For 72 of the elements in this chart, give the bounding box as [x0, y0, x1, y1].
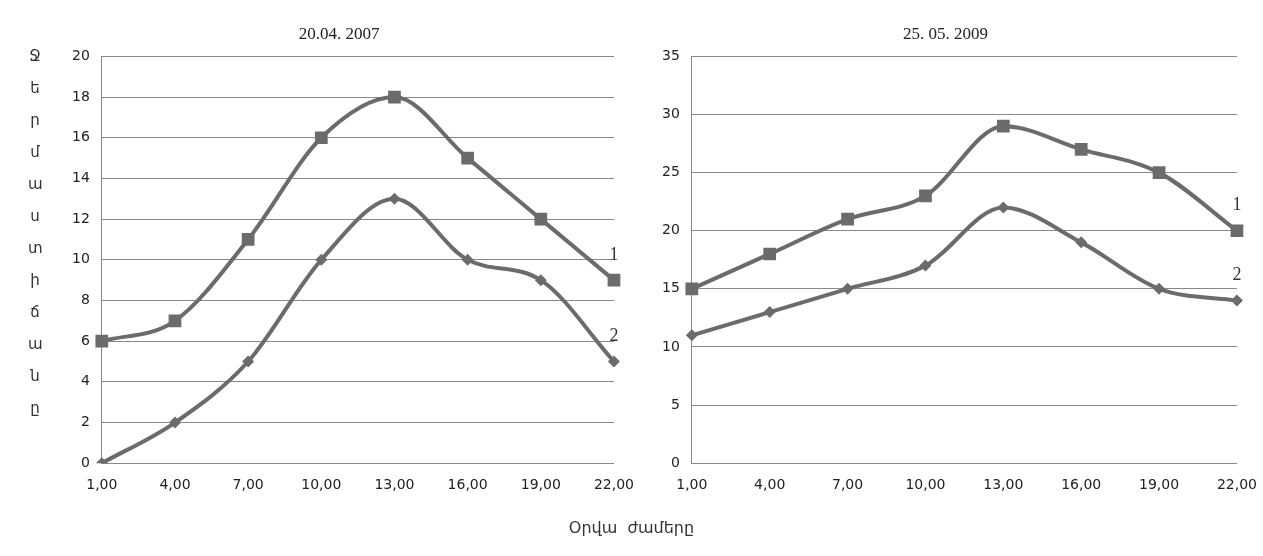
- y-tick-label: 14: [71, 169, 90, 186]
- y-tick-label: 4: [80, 372, 90, 389]
- point: [388, 90, 401, 104]
- x-tick-label: 16,00: [447, 476, 488, 493]
- x-tick-label: 1,00: [676, 476, 708, 493]
- point: [315, 253, 328, 266]
- y-tick-label: 10: [661, 337, 680, 354]
- point: [607, 355, 620, 368]
- y-tick-label: 20: [71, 47, 90, 64]
- point: [95, 334, 109, 348]
- y-tick-label: 18: [71, 87, 90, 104]
- x-tick-label: 19,00: [520, 476, 561, 493]
- y-tick-label: 2: [80, 413, 90, 430]
- point: [996, 119, 1010, 133]
- x-tick-label: 13,00: [983, 476, 1024, 493]
- x-tick-label: 1,00: [86, 476, 118, 493]
- y-tick-label: 6: [80, 331, 90, 348]
- point: [607, 273, 621, 287]
- point: [919, 189, 932, 203]
- point: [242, 355, 255, 368]
- point: [841, 282, 854, 295]
- point: [241, 233, 255, 246]
- x-tick-label: 22,00: [1216, 476, 1258, 493]
- point: [1153, 282, 1166, 295]
- point: [168, 416, 181, 429]
- point: [763, 306, 776, 319]
- y-tick-label: 25: [661, 163, 680, 180]
- x-tick-label: 10,00: [301, 476, 342, 493]
- y-tick-label: 10: [71, 250, 90, 267]
- text: Ջերմաստիճանը: [28, 47, 43, 417]
- y-tick-label: 8: [80, 291, 90, 308]
- x-tick-label: 13,00: [374, 476, 415, 493]
- point: [763, 247, 777, 261]
- series-label: 1: [1232, 194, 1242, 215]
- point: [1075, 236, 1088, 249]
- y-tick-label: 20: [661, 221, 680, 238]
- y-tick-label: 35: [661, 47, 680, 64]
- point: [685, 329, 698, 342]
- y-tick-label: 30: [661, 105, 680, 122]
- series-label: 2: [1232, 264, 1242, 285]
- point: [461, 151, 474, 165]
- y-tick-label: 16: [71, 128, 90, 145]
- point: [919, 259, 932, 272]
- x-tick-label: 19,00: [1139, 476, 1180, 493]
- y-tick-label: 12: [71, 209, 90, 226]
- point: [1074, 143, 1088, 156]
- chart-title: 25. 05. 2009: [903, 23, 988, 43]
- x-axis-title: Օրվա ժամերը: [567, 518, 696, 537]
- y-tick-label: 5: [670, 395, 680, 412]
- point: [1230, 224, 1244, 238]
- x-tick-label: 4,00: [754, 476, 786, 493]
- y-tick-label: 0: [80, 453, 90, 470]
- point: [1152, 166, 1166, 179]
- series-label: 2: [609, 325, 619, 346]
- x-tick-label: 4,00: [159, 476, 191, 493]
- chart-title: 20.04. 2007: [298, 23, 380, 43]
- x-tick-label: 22,00: [593, 476, 635, 493]
- series-label: 1: [609, 243, 619, 264]
- y-tick-label: 15: [661, 279, 680, 296]
- point: [841, 212, 854, 226]
- x-tick-label: 16,00: [1061, 476, 1102, 493]
- point: [534, 274, 547, 287]
- point: [168, 314, 182, 328]
- x-tick-label: 7,00: [232, 476, 264, 493]
- y-tick-label: 0: [670, 453, 680, 470]
- point: [388, 192, 401, 205]
- x-tick-label: 10,00: [905, 476, 946, 493]
- point: [685, 282, 699, 296]
- point: [534, 212, 548, 226]
- x-tick-label: 7,00: [831, 476, 864, 493]
- point: [461, 253, 474, 266]
- point: [314, 131, 328, 145]
